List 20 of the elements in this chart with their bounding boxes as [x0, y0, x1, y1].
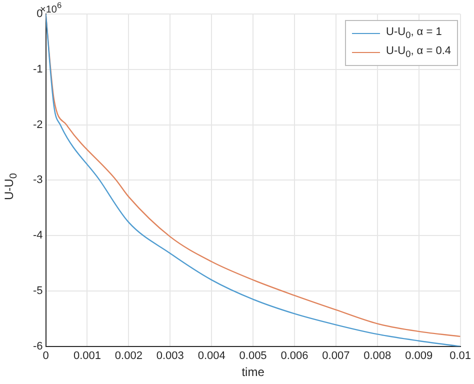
- y-tick-label: -5: [33, 285, 43, 298]
- x-tick-label: 0.01: [450, 350, 472, 362]
- x-tick-label: 0.007: [322, 350, 350, 362]
- y-tick-label: -4: [33, 230, 43, 242]
- x-tick-label: 0.002: [114, 350, 142, 362]
- x-tick-label: 0.001: [73, 350, 101, 362]
- legend-label: U-U$_{0}$, α = 1: [386, 25, 442, 42]
- x-tick-label: 0.004: [198, 350, 226, 362]
- x-tick-label: 0.008: [364, 350, 392, 362]
- y-tick-label: -1: [33, 63, 43, 76]
- y-tick-label: -6: [33, 340, 43, 352]
- y-tick-label: -3: [33, 174, 43, 186]
- legend-label: U-U$_{0}$, α = 0.4: [386, 44, 451, 62]
- x-axis-title: time: [242, 365, 265, 380]
- x-tick-label: 0.005: [239, 350, 267, 362]
- y-tick-label: 0: [36, 8, 43, 20]
- x-tick-label: 0.009: [405, 350, 433, 362]
- y-tick-label: -2: [33, 118, 43, 131]
- x-tick-label: 0.003: [156, 350, 184, 362]
- x-tick-label: 0.006: [280, 350, 308, 362]
